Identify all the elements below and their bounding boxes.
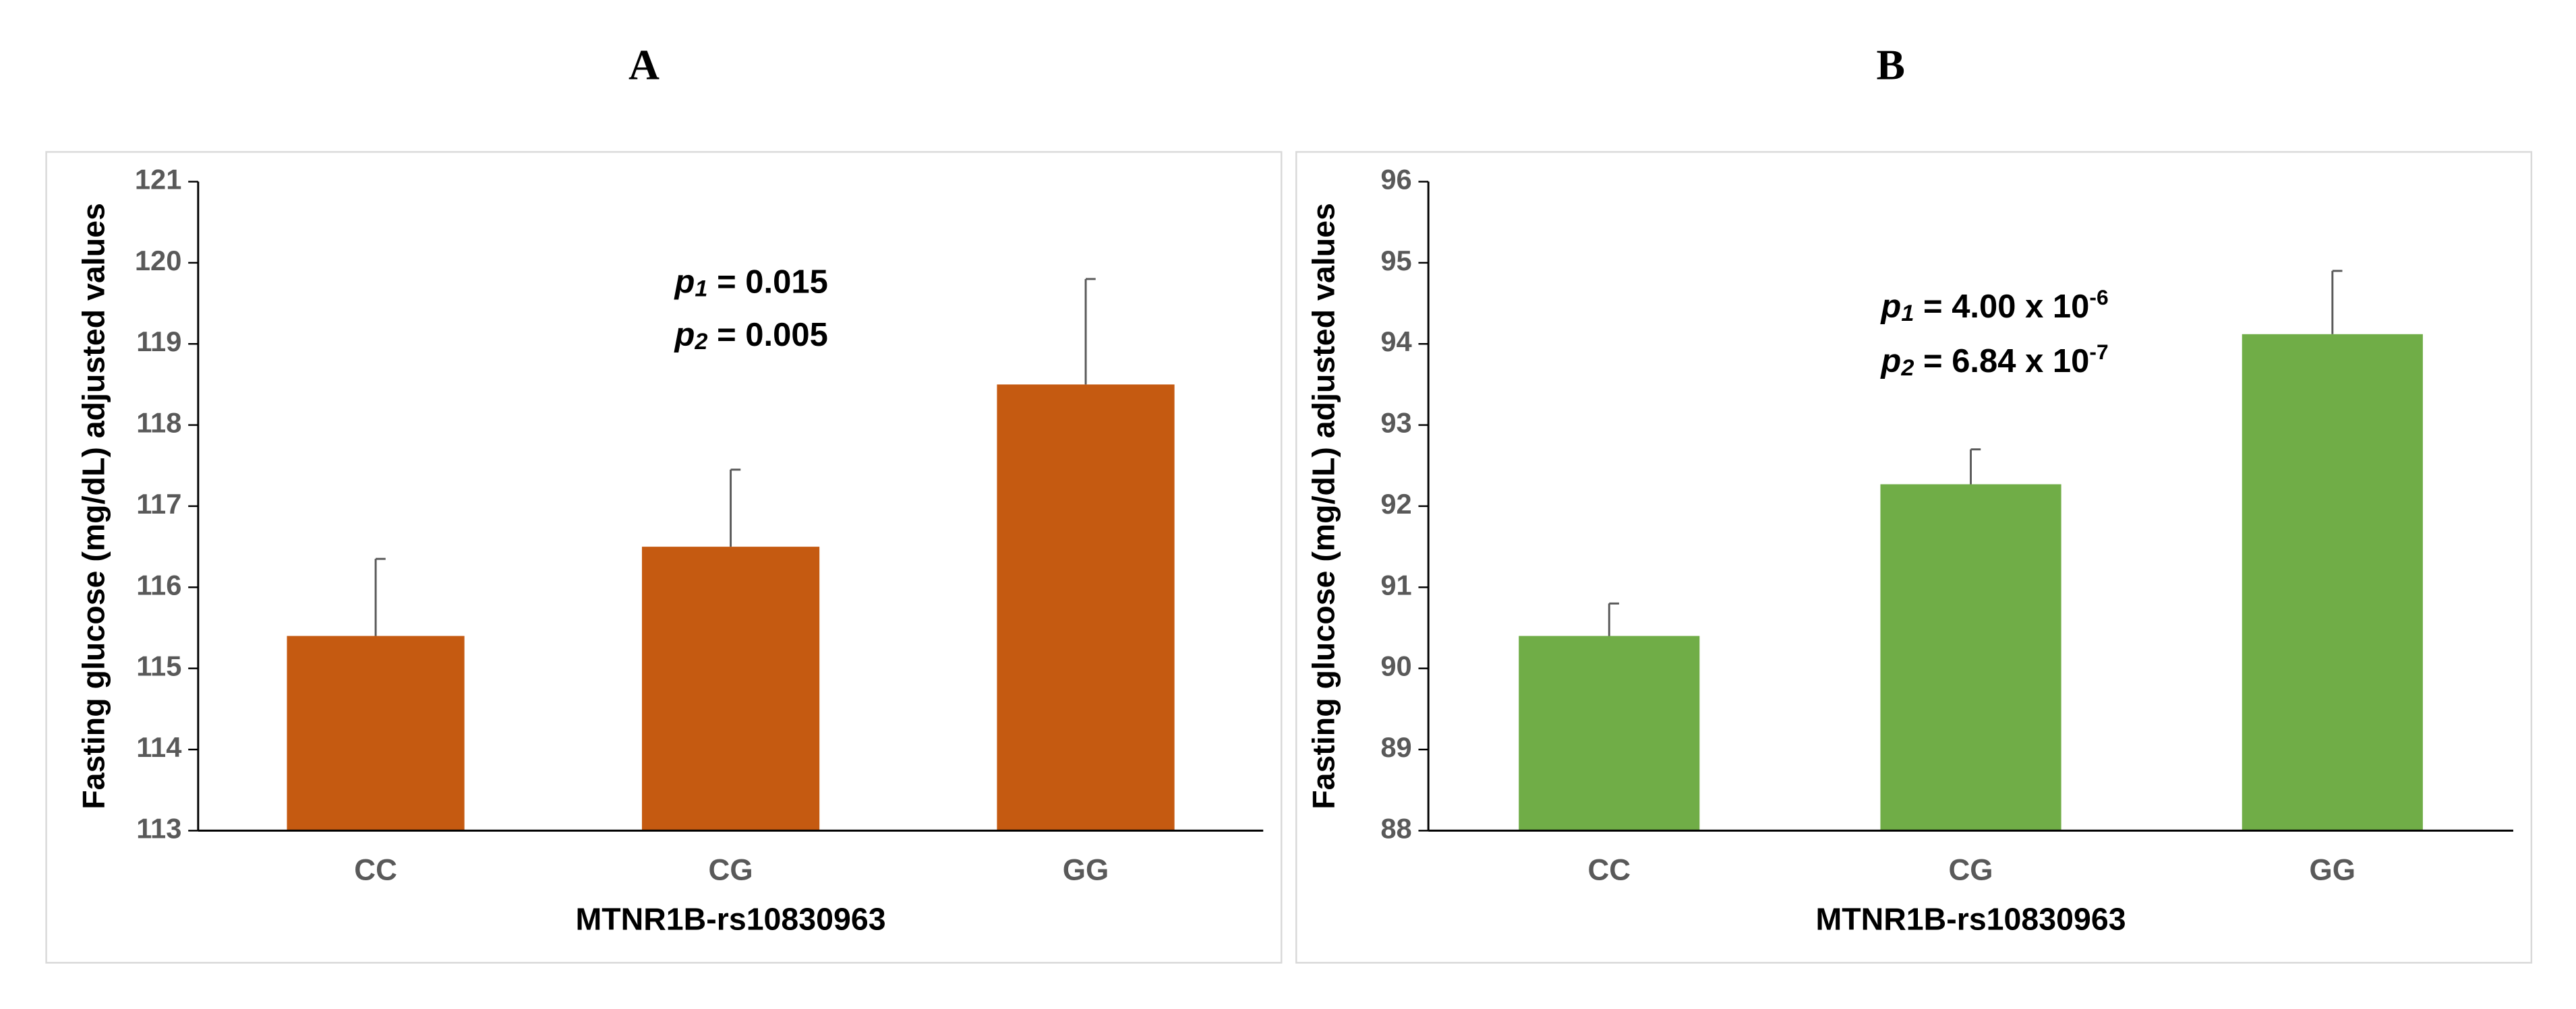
annotation-subscript: 2 [694,328,707,354]
y-tick-label: 121 [135,164,181,195]
annotation: p2 = 6.84 x 10-7 [1879,340,2108,381]
y-tick-label: 94 [1380,326,1411,357]
y-axis-title: Fasting glucose (mg/dL) adjusted values [1306,203,1341,809]
y-tick-label: 88 [1380,812,1411,844]
annotation: p2 = 0.005 [674,317,828,355]
y-tick-label: 117 [136,488,181,520]
bar [1880,484,2061,831]
x-tick-label: CC [354,853,397,886]
chart-panel: B 88 89 90 91 92 93 94 95 96 CC CG GG MTNR1B-rs108309… [1295,41,2533,964]
bar [287,636,465,831]
y-tick-label: 92 [1380,488,1411,520]
annotation-subscript: 1 [1901,301,1914,326]
panel-title: A [628,41,660,89]
y-tick-label: 114 [136,731,181,763]
chart-panel: A 113 114 115 116 117 118 119 120 121 CC CG GG MTNR1B… [45,41,1283,964]
annotation-variable: p [1879,288,1901,325]
annotation-text: = 0.005 [708,317,828,353]
x-tick-label: CG [1948,853,1993,886]
annotation-text: = 6.84 x 10 [1914,343,2089,379]
y-tick-label: 118 [136,407,181,439]
annotation: p1 = 0.015 [674,264,828,301]
y-tick-label: 120 [135,245,181,276]
bar [2242,334,2423,831]
annotation-subscript: 1 [695,276,707,301]
x-tick-label: CG [709,853,753,886]
y-tick-label: 115 [136,650,181,682]
x-tick-label: CC [1587,853,1631,886]
y-tick-label: 119 [136,326,181,357]
y-tick-label: 116 [136,569,181,601]
y-tick-label: 95 [1380,245,1411,276]
annotation-variable: p [1879,343,1901,379]
annotation-superscript: -6 [2089,285,2108,309]
bar [1519,636,1700,831]
y-axis-title: Fasting glucose (mg/dL) adjusted values [76,203,111,809]
annotation-text: = 4.00 x 10 [1914,288,2089,325]
x-axis-title: MTNR1B-rs10830963 [1815,901,2126,936]
x-tick-label: GG [1063,853,1109,886]
annotation-text: = 0.015 [708,264,828,300]
annotation-superscript: -7 [2089,340,2108,364]
y-tick-label: 90 [1380,650,1411,682]
annotation: p1 = 4.00 x 10-6 [1879,285,2108,326]
x-axis-title: MTNR1B-rs10830963 [576,901,886,936]
y-tick-label: 89 [1380,731,1411,763]
y-tick-label: 96 [1380,164,1411,195]
annotation-subscript: 2 [1900,355,1914,381]
bar [997,384,1175,831]
y-tick-label: 93 [1380,407,1411,439]
y-tick-label: 113 [136,812,181,844]
x-tick-label: GG [2310,853,2356,886]
annotation-variable: p [674,317,695,353]
y-tick-label: 91 [1380,569,1411,601]
panel-title: B [1877,41,1905,89]
annotation-variable: p [674,264,695,300]
bar [641,547,820,831]
